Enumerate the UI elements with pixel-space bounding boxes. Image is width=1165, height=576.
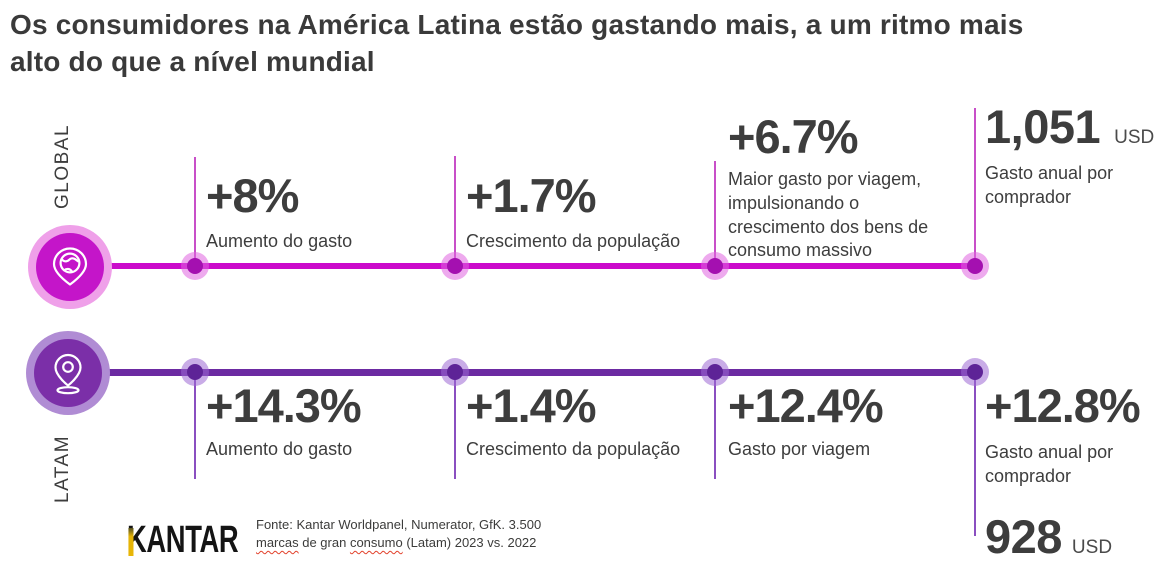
- source-note: Fonte: Kantar Worldpanel, Numerator, GfK…: [256, 516, 541, 552]
- metric-value: +1.7%: [466, 169, 597, 222]
- metric-latam-population-growth: +1.4% Crescimento da população: [466, 382, 680, 460]
- location-pin-icon: [54, 353, 82, 395]
- metric-amount: 1,051: [985, 100, 1101, 153]
- tick-line: [974, 375, 976, 536]
- global-marker-circle: [36, 233, 104, 301]
- metric-unit: USD: [1071, 537, 1113, 558]
- metric-label: Aumento do gasto: [206, 439, 353, 459]
- metric-label: Crescimento da população: [466, 439, 681, 459]
- tick-line: [974, 108, 976, 264]
- timeline-node-dot: [187, 364, 203, 380]
- timeline-node-dot: [707, 258, 723, 274]
- metric-label: Gasto por viagem: [728, 439, 871, 459]
- timeline-node-dot: [447, 258, 463, 274]
- row-label-latam: LATAM: [52, 434, 73, 504]
- metric-label: Gasto anual por comprador: [985, 163, 1114, 207]
- metric-amount-row: 1,051 USD: [985, 103, 1154, 150]
- timeline-node-dot: [187, 258, 203, 274]
- global-timeline-line: [100, 263, 975, 269]
- kantar-logo-gold-bar: [128, 528, 134, 556]
- metric-value: +6.7%: [728, 110, 859, 163]
- tick-line: [454, 375, 456, 479]
- metric-label: Gasto anual por comprador: [985, 442, 1114, 486]
- metric-global-trip-spend: +6.7% Maior gasto por viagem, impulsiona…: [728, 113, 948, 263]
- source-word-marcas: marcas: [256, 535, 299, 550]
- metric-latam-annual-amount: 928 USD: [985, 513, 1112, 560]
- metric-amount: 928: [985, 510, 1062, 563]
- page-title: Os consumidores na América Latina estão …: [10, 6, 1160, 80]
- metric-unit: USD: [1114, 127, 1155, 148]
- source-line2: marcas de gran consumo (Latam) 2023 vs. …: [256, 535, 537, 550]
- kantar-logo-text: KANTAR: [127, 519, 239, 561]
- tick-line: [194, 157, 196, 264]
- metric-latam-trip-spend: +12.4% Gasto por viagem: [728, 379, 884, 460]
- timeline-node-dot: [967, 364, 983, 380]
- latam-marker-circle: [34, 339, 102, 407]
- tick-line: [714, 375, 716, 479]
- metric-label: Aumento do gasto: [206, 231, 353, 251]
- metric-label: Maior gasto por viagem, impulsionando o …: [728, 169, 929, 261]
- metric-value: +8%: [206, 169, 299, 222]
- latam-timeline-line: [100, 369, 975, 376]
- metric-amount-row: 928 USD: [985, 513, 1112, 560]
- metric-global-annual-spend: 1,051 USD Gasto anual por comprador: [985, 103, 1154, 210]
- tick-line: [714, 161, 716, 264]
- metric-value: +12.8%: [985, 379, 1141, 432]
- metric-label: Crescimento da população: [466, 231, 681, 251]
- page-title-line2: alto do que a nível mundial: [10, 46, 375, 77]
- source-line1: Fonte: Kantar Worldpanel, Numerator, GfK…: [256, 517, 542, 532]
- metric-value: +1.4%: [466, 379, 597, 432]
- row-label-global: GLOBAL: [52, 123, 73, 209]
- source-word-consumo: consumo: [349, 535, 403, 550]
- metric-value: +14.3%: [206, 379, 362, 432]
- metric-value: +12.4%: [728, 379, 884, 432]
- timeline-node-dot: [447, 364, 463, 380]
- globe-pin-icon: [52, 247, 88, 286]
- tick-line: [194, 375, 196, 479]
- metric-latam-spend-growth: +14.3% Aumento do gasto: [206, 379, 362, 460]
- kantar-logo: KANTAR: [127, 519, 239, 561]
- timeline-node-dot: [967, 258, 983, 274]
- metric-global-population-growth: +1.7% Crescimento da população: [466, 172, 680, 252]
- page-title-line1: Os consumidores na América Latina estão …: [10, 9, 1024, 40]
- tick-line: [454, 156, 456, 264]
- timeline-node-dot: [707, 364, 723, 380]
- metric-global-spend-growth: +8% Aumento do gasto: [206, 172, 352, 252]
- metric-latam-annual-spend: +12.8% Gasto anual por comprador: [985, 382, 1150, 489]
